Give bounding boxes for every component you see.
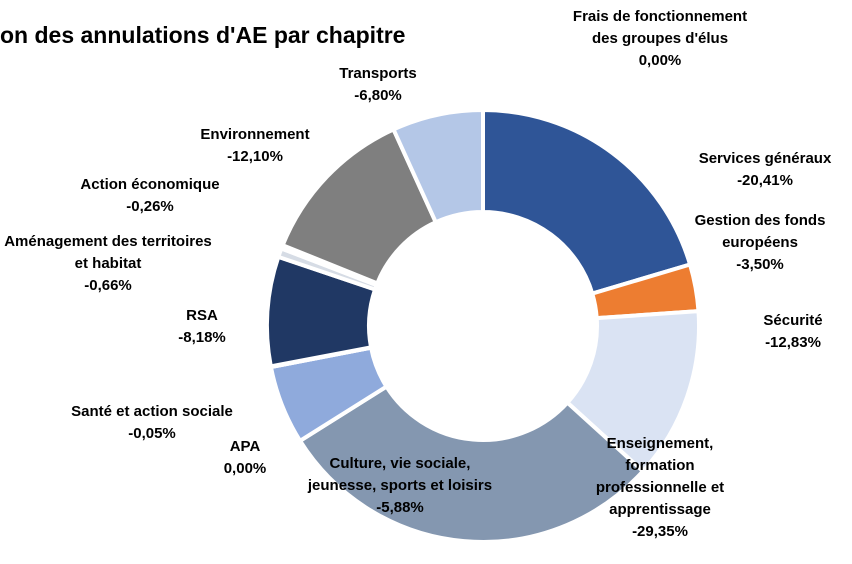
- donut-slice: [297, 383, 646, 544]
- value-label: -12,83%: [765, 334, 821, 351]
- value-label: -3,50%: [736, 256, 784, 273]
- slice-label: Gestion des fonds européens -3,50%: [675, 210, 845, 276]
- value-label: -12,10%: [227, 148, 283, 165]
- value-label: -6,80%: [354, 87, 402, 104]
- category-name: Environnement: [200, 126, 310, 143]
- value-label: -0,26%: [126, 198, 174, 215]
- value-label: -8,18%: [178, 329, 226, 346]
- slice-label: Santé et action sociale -0,05%: [32, 401, 272, 445]
- slice-label: APA 0,00%: [205, 436, 285, 480]
- category-name: Services généraux: [698, 150, 832, 167]
- slice-label: Sécurité -12,83%: [738, 310, 848, 354]
- value-label: -20,41%: [737, 172, 793, 189]
- category-name: Action économique: [80, 176, 220, 193]
- category-name: Transports: [339, 65, 417, 82]
- slice-label: Transports -6,80%: [308, 63, 448, 107]
- donut-slice: [481, 107, 693, 297]
- category-name: RSA: [186, 307, 218, 324]
- slice-label: Frais de fonctionnement des groupes d'él…: [565, 6, 755, 72]
- value-label: 0,00%: [223, 460, 267, 477]
- slice-label: Action économique -0,26%: [40, 174, 260, 218]
- category-name: Aménagement des territoires et habitat: [4, 233, 212, 272]
- value-label: -0,66%: [84, 277, 132, 294]
- donut-slice: [390, 107, 485, 225]
- category-name: Santé et action sociale: [71, 403, 233, 420]
- category-name: Gestion des fonds européens: [694, 212, 826, 251]
- value-label: -5,88%: [376, 499, 424, 516]
- value-label: 0,00%: [638, 52, 682, 69]
- slice-label: Services généraux -20,41%: [680, 148, 850, 192]
- chart-title: on des annulations d'AE par chapitre: [0, 22, 406, 48]
- slice-label: Culture, vie sociale, jeunesse, sports e…: [305, 453, 495, 519]
- slice-label: Environnement -12,10%: [170, 124, 340, 168]
- value-label: -0,05%: [128, 425, 176, 442]
- category-name: Enseignement, formation professionnelle …: [595, 435, 725, 518]
- category-name: Sécurité: [763, 312, 823, 329]
- slice-label: Aménagement des territoires et habitat -0…: [0, 231, 218, 297]
- slice-label: Enseignement, formation professionnelle …: [575, 433, 745, 543]
- category-name: Frais de fonctionnement des groupes d'él…: [572, 8, 748, 47]
- value-label: -29,35%: [632, 523, 688, 540]
- category-name: APA: [229, 438, 261, 455]
- category-name: Culture, vie sociale, jeunesse, sports e…: [307, 455, 493, 494]
- slice-label: RSA -8,18%: [157, 305, 247, 349]
